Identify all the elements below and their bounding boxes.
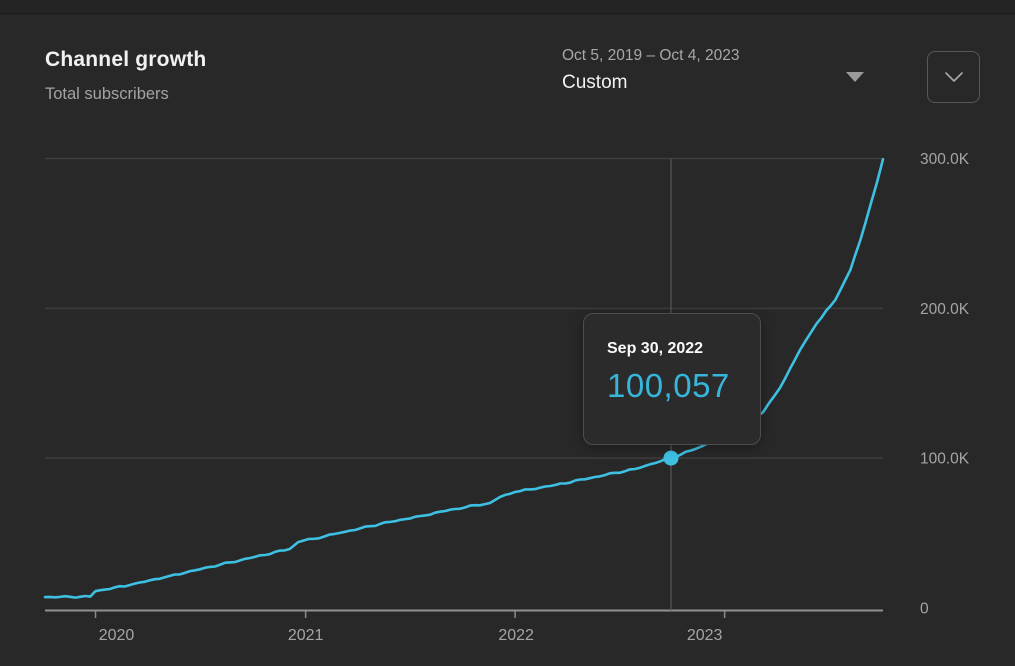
collapse-chart-button[interactable] <box>927 51 980 103</box>
x-axis-label-2021: 2021 <box>288 627 324 644</box>
x-axis-label-2020: 2020 <box>99 627 135 644</box>
date-range-label: Oct 5, 2019 – Oct 4, 2023 <box>562 47 740 64</box>
page-title: Channel growth <box>45 48 207 71</box>
chevron-down-icon <box>944 71 964 83</box>
x-axis-label-2023: 2023 <box>687 627 723 644</box>
date-preset-label: Custom <box>562 72 628 93</box>
triangle-down-icon <box>846 72 864 82</box>
chart-subtitle: Total subscribers <box>45 85 169 103</box>
y-axis-label-200.0K: 200.0K <box>920 301 970 318</box>
tooltip-value: 100,057 <box>607 367 730 404</box>
y-axis-label-0: 0 <box>920 601 929 618</box>
hovered-data-point[interactable] <box>663 450 679 466</box>
tooltip-date: Sep 30, 2022 <box>607 340 704 357</box>
top-strip <box>0 0 1015 14</box>
chart-tooltip: Sep 30, 2022 100,057 <box>583 313 761 445</box>
y-axis-label-300.0K: 300.0K <box>920 151 970 168</box>
x-axis-label-2022: 2022 <box>498 627 534 644</box>
y-axis-label-100.0K: 100.0K <box>920 451 970 468</box>
date-range-dropdown[interactable]: Oct 5, 2019 – Oct 4, 2023 Custom <box>562 46 865 102</box>
